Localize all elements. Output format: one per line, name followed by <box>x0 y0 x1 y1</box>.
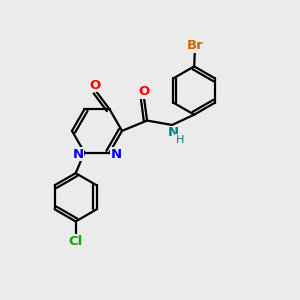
Text: H: H <box>176 135 184 145</box>
Text: N: N <box>110 148 122 160</box>
Text: N: N <box>72 148 84 160</box>
Text: Br: Br <box>186 39 203 52</box>
Text: N: N <box>168 126 179 140</box>
Text: Cl: Cl <box>68 235 83 248</box>
Text: O: O <box>139 85 150 98</box>
Text: O: O <box>89 79 100 92</box>
